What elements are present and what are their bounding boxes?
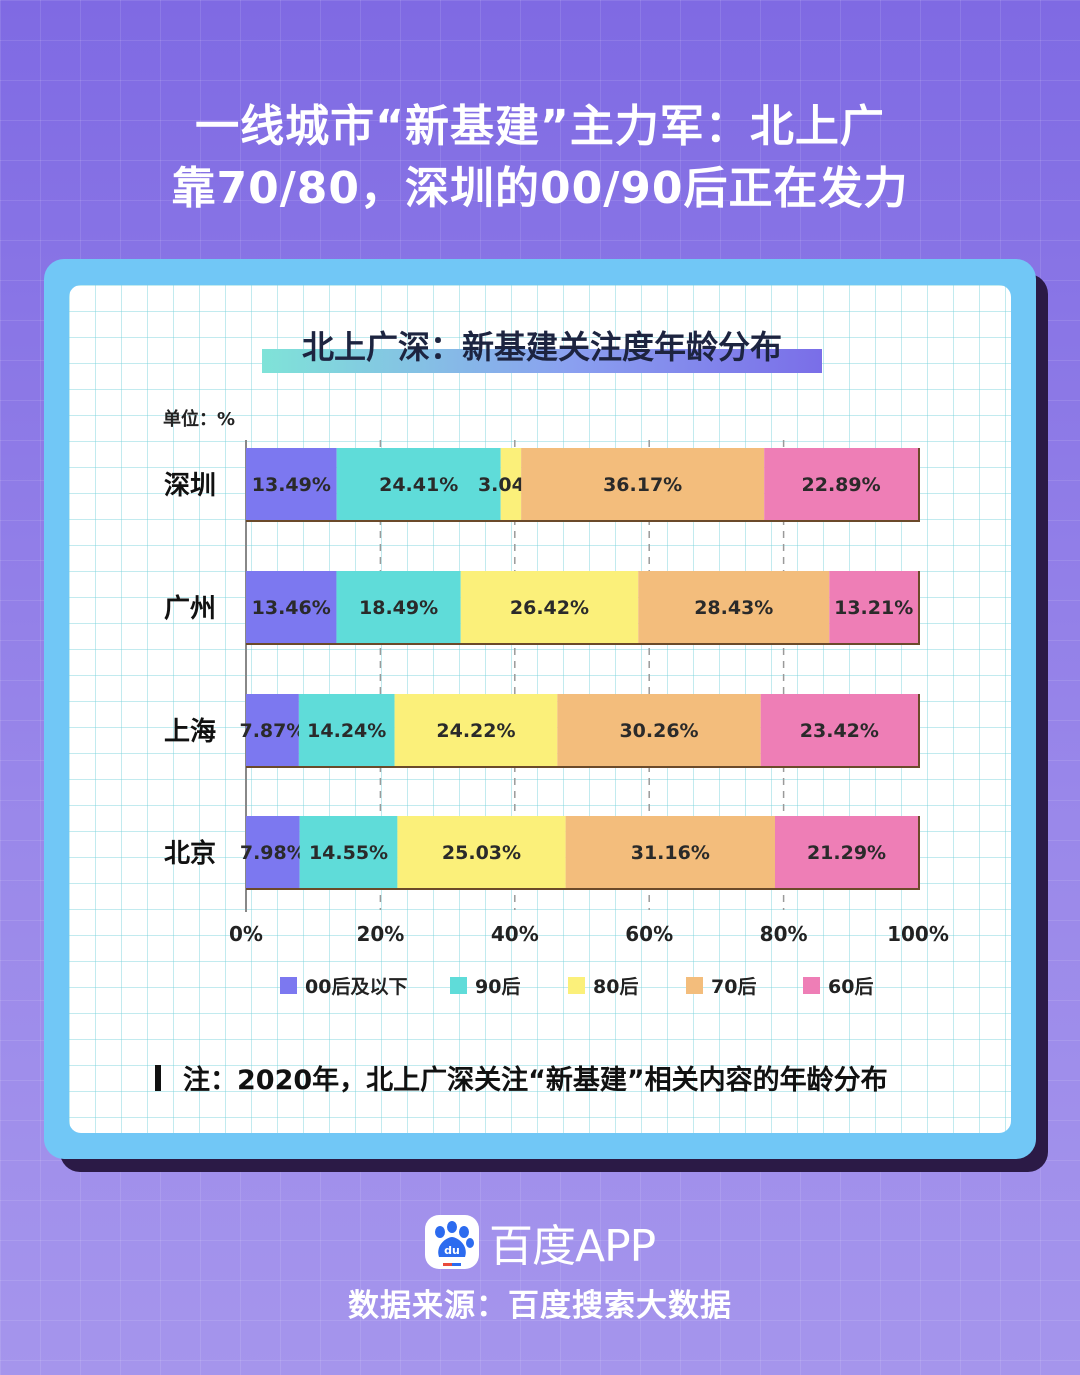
headline-line-2: 靠70/80，深圳的00/90后正在发力 [171, 163, 909, 214]
bar-segment [246, 694, 299, 766]
bar-segment [829, 571, 919, 643]
bar-segment [299, 816, 398, 888]
category-label: 深圳 [164, 471, 216, 501]
category-label: 上海 [164, 717, 216, 747]
x-tick-label: 60% [625, 922, 673, 946]
legend-label: 00后及以下 [305, 976, 408, 998]
bar-segment [397, 816, 566, 888]
data-label: 13.21% [834, 597, 913, 619]
footnote: 注：2020年，北上广深关注“新基建”相关内容的年龄分布 [155, 1058, 888, 1097]
data-label: 7.98% [240, 842, 306, 864]
data-label: 36.17% [603, 474, 682, 496]
bar-segment [246, 816, 300, 888]
legend-item: 60后 [803, 972, 873, 999]
bar-segment [336, 448, 501, 520]
x-tick-label: 20% [356, 922, 404, 946]
bar-segment [565, 816, 775, 888]
bar-segment [460, 571, 639, 643]
bar-segment [557, 694, 761, 766]
unit-label: 单位：% [163, 409, 236, 430]
data-label: 24.22% [436, 720, 515, 742]
bar-segment [298, 694, 395, 766]
legend-label: 80后 [593, 976, 639, 998]
legend-item: 90后 [450, 972, 520, 999]
chart-title: 北上广深：新基建关注度年龄分布 [301, 328, 782, 366]
legend-swatch [803, 977, 820, 994]
bar-segment [500, 448, 522, 520]
bar-segment [336, 571, 461, 643]
bar-segment [760, 694, 919, 766]
legend-swatch [450, 977, 467, 994]
paw-icon: du [425, 1215, 479, 1269]
legend-label: 90后 [475, 976, 521, 998]
chart-legend: 00后及以下 90后 80后 70后 60后 [280, 972, 920, 998]
category-label: 广州 [164, 594, 216, 624]
x-tick-label: 80% [760, 922, 808, 946]
category-label: 北京 [164, 838, 216, 869]
legend-swatch [686, 977, 703, 994]
data-label: 14.55% [309, 842, 388, 864]
data-label: 7.87% [239, 720, 305, 742]
legend-item: 80后 [568, 972, 638, 999]
x-tick-label: 40% [491, 922, 539, 946]
brand-name: 百度APP [489, 1221, 656, 1272]
legend-swatch [568, 977, 585, 994]
legend-label: 60后 [828, 976, 874, 998]
data-label: 30.26% [619, 720, 698, 742]
bar-segment [394, 694, 558, 766]
data-label: 18.49% [359, 597, 438, 619]
data-label: 31.16% [631, 842, 710, 864]
x-tick-label: 100% [887, 922, 949, 946]
footnote-marker [155, 1064, 161, 1091]
legend-item: 00后及以下 [280, 972, 407, 999]
bar-segment [246, 571, 337, 643]
data-label: 21.29% [807, 842, 886, 864]
brand-logo: du 百度APP [425, 1210, 656, 1274]
data-label: 13.46% [252, 597, 331, 619]
data-label: 24.41% [379, 474, 458, 496]
legend-swatch [280, 977, 297, 994]
data-label: 22.89% [802, 474, 881, 496]
bar-segment [774, 816, 919, 888]
data-source: 数据来源：百度搜索大数据 [348, 1288, 732, 1324]
footnote-text: 注：2020年，北上广深关注“新基建”相关内容的年龄分布 [183, 1065, 888, 1096]
bar-segment [246, 448, 337, 520]
bar-segment [764, 448, 918, 520]
headline-line-1: 一线城市“新基建”主力军：北上广 [195, 101, 885, 152]
legend-item: 70后 [686, 972, 756, 999]
bar-segment [521, 448, 765, 520]
data-label: 25.03% [442, 842, 521, 864]
headline: 一线城市“新基建”主力军：北上广 靠70/80，深圳的00/90后正在发力 [0, 96, 1080, 220]
data-label: 13.49% [252, 474, 331, 496]
brand-icon-text: du [444, 1244, 460, 1257]
subtitle-highlight [262, 349, 822, 373]
data-label: 26.42% [510, 597, 589, 619]
legend-label: 70后 [711, 976, 757, 998]
data-label: 23.42% [800, 720, 879, 742]
data-label: 14.24% [307, 720, 386, 742]
x-tick-label: 0% [229, 922, 263, 946]
bar-segment [638, 571, 830, 643]
data-label: 28.43% [694, 597, 773, 619]
